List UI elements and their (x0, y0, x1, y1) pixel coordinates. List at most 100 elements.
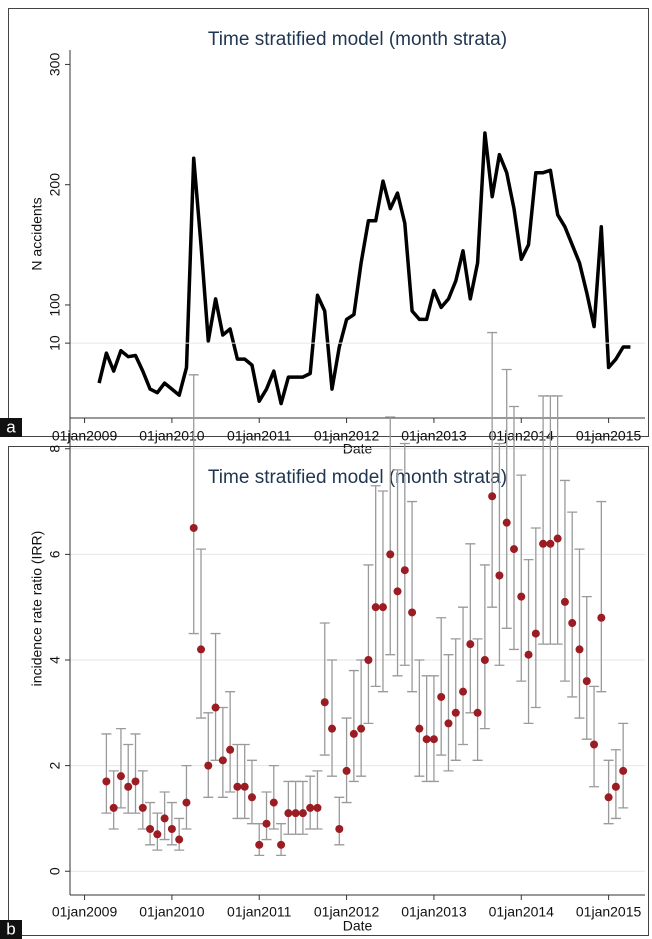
error-bar (348, 669, 359, 783)
error-bar (225, 691, 236, 793)
error-bar (581, 595, 592, 740)
panel-label: a (6, 417, 16, 436)
error-bar (297, 780, 308, 835)
point (546, 539, 555, 548)
panel-frame (8, 446, 649, 936)
y-axis-title: incidence rate ratio (IRR) (29, 531, 45, 687)
error-bar (414, 659, 425, 777)
point (204, 761, 213, 770)
point (262, 819, 271, 828)
error-bar (268, 764, 279, 830)
x-tick-label: 01jan2014 (489, 904, 555, 920)
error-bar (385, 416, 396, 656)
point (124, 782, 133, 791)
point (568, 619, 577, 628)
point (524, 650, 533, 659)
point (233, 782, 242, 791)
point (444, 719, 453, 728)
chart-title: Time stratified model (month strata) (208, 29, 507, 50)
x-axis-title: Date (343, 918, 373, 934)
error-bar (458, 606, 469, 746)
point (218, 756, 227, 765)
point (189, 523, 198, 532)
error-bar (181, 764, 192, 830)
point (408, 608, 417, 617)
point (539, 539, 548, 548)
point (415, 724, 424, 733)
y-tick-label: 100 (47, 293, 63, 317)
error-bar (494, 442, 505, 666)
point (131, 777, 140, 786)
x-tick-label: 01jan2011 (227, 904, 292, 920)
error-bar (559, 479, 570, 682)
error-bar (589, 685, 600, 788)
point (102, 777, 111, 786)
y-tick-label: 300 (47, 53, 63, 77)
x-tick-label: 01jan2009 (52, 904, 118, 920)
error-bar (487, 331, 498, 608)
point (298, 809, 307, 818)
point (422, 735, 431, 744)
point (211, 703, 220, 712)
point (226, 745, 235, 754)
error-bar (108, 770, 119, 830)
x-tick-label: 01jan2011 (227, 428, 292, 444)
error-bar (530, 527, 541, 709)
point (328, 724, 337, 733)
error-bar (101, 733, 112, 814)
point (175, 835, 184, 844)
error-bar (552, 395, 563, 645)
point (466, 640, 475, 649)
point (160, 814, 169, 823)
error-bar (501, 368, 512, 629)
error-bar (334, 796, 345, 846)
point (509, 545, 518, 554)
point (320, 698, 329, 707)
point (451, 708, 460, 717)
point (364, 655, 373, 664)
point (255, 840, 264, 849)
point (138, 803, 147, 812)
point (590, 740, 599, 749)
x-tick-label: 01jan2010 (139, 904, 205, 920)
point (116, 772, 125, 781)
x-tick-label: 01jan2012 (314, 904, 380, 920)
error-bar (523, 559, 534, 725)
point (284, 809, 293, 818)
error-bar (130, 733, 141, 814)
point (619, 766, 628, 775)
point (277, 840, 286, 849)
panel-label-box (0, 920, 22, 939)
error-bar (472, 638, 483, 761)
error-bar (166, 801, 177, 846)
error-bar (479, 564, 490, 730)
y-tick-label: 6 (47, 550, 63, 558)
error-bar (567, 511, 578, 698)
x-tick-label: 01jan2012 (314, 428, 380, 444)
error-bar (596, 500, 607, 693)
point (560, 597, 569, 606)
x-tick-label: 01jan2009 (52, 428, 118, 444)
error-bar (174, 817, 185, 851)
error-bar (239, 743, 250, 820)
error-bar (407, 500, 418, 693)
point (357, 724, 366, 733)
point (393, 587, 402, 596)
point (349, 729, 358, 738)
point (604, 793, 613, 802)
point (473, 708, 482, 717)
y-tick-label: 2 (47, 762, 63, 770)
point (517, 592, 526, 601)
point (437, 692, 446, 701)
y-tick-label: 0 (47, 867, 63, 875)
point (146, 824, 155, 833)
chart-title: Time stratified model (month strata) (208, 467, 507, 488)
x-tick-label: 01jan2015 (576, 428, 642, 444)
point (335, 824, 344, 833)
point (371, 603, 380, 612)
point (553, 534, 562, 543)
error-bar (603, 759, 614, 825)
error-bar (574, 548, 585, 719)
error-bar (203, 712, 214, 798)
point (240, 782, 249, 791)
